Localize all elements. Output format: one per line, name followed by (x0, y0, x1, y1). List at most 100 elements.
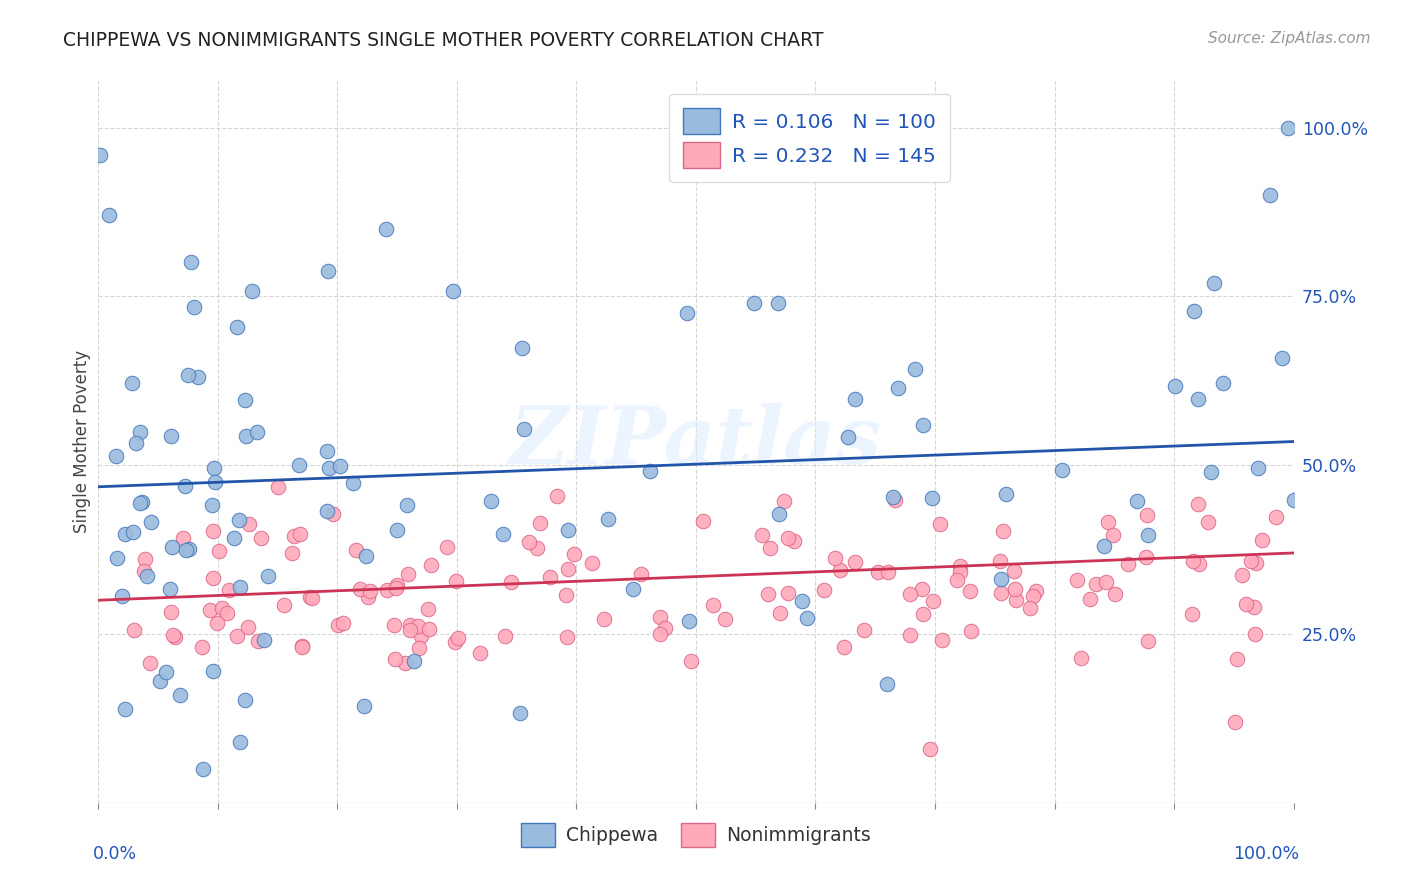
Point (1187, 392, 1209, 406)
Point (408, 640, 430, 655)
Point (1202, 276, 1225, 290)
Point (832, 640, 855, 654)
Point (418, 622, 440, 636)
Point (479, 493, 502, 508)
Point (332, 615, 354, 630)
Point (359, 584, 381, 599)
Point (138, 657, 160, 671)
Point (853, 624, 876, 638)
Point (291, 640, 314, 655)
Point (201, 571, 224, 585)
Text: ZIPatlas: ZIPatlas (510, 403, 882, 480)
Point (160, 606, 183, 620)
Point (1126, 494, 1149, 508)
Point (159, 582, 181, 596)
Point (990, 586, 1012, 600)
Point (1250, 533, 1272, 548)
Point (288, 526, 311, 541)
Point (402, 654, 425, 668)
Point (160, 540, 183, 554)
Point (1197, 516, 1219, 530)
Point (354, 549, 377, 563)
Point (1282, 493, 1305, 508)
Point (229, 734, 252, 748)
Point (837, 430, 859, 444)
Point (499, 574, 522, 589)
Point (187, 370, 209, 384)
Point (105, 551, 128, 566)
Point (129, 425, 152, 439)
Point (1201, 465, 1223, 479)
Point (416, 602, 439, 616)
Text: CHIPPEWA VS NONIMMIGRANTS SINGLE MOTHER POVERTY CORRELATION CHART: CHIPPEWA VS NONIMMIGRANTS SINGLE MOTHER … (63, 31, 824, 50)
Point (898, 587, 921, 601)
Point (988, 554, 1011, 568)
Point (89, 147, 111, 161)
Point (288, 458, 311, 472)
Point (316, 264, 339, 278)
Point (596, 511, 619, 525)
Point (329, 458, 352, 473)
Point (557, 562, 579, 576)
Point (1005, 593, 1028, 607)
Point (121, 524, 143, 539)
Point (257, 568, 280, 582)
Point (621, 582, 644, 596)
Point (884, 493, 907, 508)
Point (253, 632, 276, 647)
Point (357, 590, 380, 604)
Point (1137, 633, 1160, 648)
Point (1104, 587, 1126, 601)
Point (759, 541, 782, 555)
Point (911, 582, 934, 596)
Point (114, 527, 136, 541)
Point (191, 762, 214, 776)
Point (638, 464, 661, 478)
Point (554, 588, 576, 602)
Point (180, 255, 202, 269)
Point (225, 320, 247, 334)
Point (233, 392, 256, 407)
Point (911, 607, 934, 621)
Point (201, 664, 224, 678)
Point (538, 570, 561, 584)
Point (273, 598, 295, 612)
Point (1182, 304, 1205, 318)
Point (384, 652, 406, 666)
Point (344, 542, 367, 557)
Point (134, 552, 156, 566)
Point (387, 523, 409, 537)
Point (211, 600, 233, 615)
Point (648, 610, 671, 624)
Point (169, 688, 191, 702)
Point (494, 629, 516, 643)
Point (1095, 574, 1118, 589)
Point (994, 486, 1017, 500)
Point (492, 527, 515, 541)
Point (385, 577, 408, 591)
Point (224, 531, 246, 545)
Point (991, 524, 1014, 539)
Point (1025, 583, 1047, 598)
Point (783, 533, 806, 548)
Point (517, 534, 540, 549)
Point (526, 541, 548, 555)
Point (876, 677, 898, 691)
Point (1230, 568, 1253, 582)
Point (111, 589, 134, 603)
Point (1116, 557, 1139, 571)
Point (420, 558, 443, 572)
Point (135, 569, 157, 583)
Point (959, 584, 981, 599)
Point (160, 429, 183, 443)
Point (385, 581, 408, 595)
Point (134, 564, 156, 578)
Point (1277, 120, 1299, 135)
Point (124, 623, 146, 637)
Point (1223, 714, 1246, 729)
Point (299, 591, 322, 605)
Point (1181, 607, 1204, 621)
Point (630, 567, 652, 582)
Point (922, 594, 945, 608)
Point (1258, 188, 1281, 202)
